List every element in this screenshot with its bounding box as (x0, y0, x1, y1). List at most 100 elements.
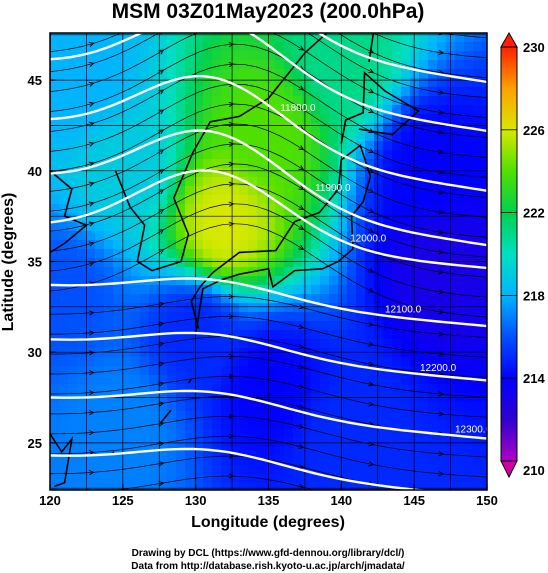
heatmap-cell (374, 294, 384, 304)
heatmap-cell (194, 51, 204, 61)
streamline-arrow (158, 169, 165, 175)
heatmap-cell (122, 420, 132, 430)
heatmap-cell (104, 456, 114, 466)
heatmap-cell (230, 150, 240, 160)
heatmap-cell (374, 159, 384, 169)
heatmap-cell (410, 105, 420, 115)
heatmap-cell (86, 213, 96, 223)
heatmap-cell (77, 78, 87, 88)
heatmap-cell (203, 168, 213, 178)
heatmap-cell (338, 366, 348, 376)
heatmap-cell (230, 276, 240, 286)
streamline-arrow (298, 85, 305, 91)
heatmap-cell (383, 78, 393, 88)
heatmap-cell (122, 429, 132, 439)
heatmap-cell (140, 150, 150, 160)
heatmap-cell (455, 402, 465, 412)
heatmap-cell (257, 204, 267, 214)
heatmap-cell (302, 267, 312, 277)
heatmap-cell (401, 483, 411, 490)
heatmap-cell (122, 78, 132, 88)
heatmap-cell (311, 456, 321, 466)
heatmap-cell (167, 87, 177, 97)
heatmap-cell (455, 114, 465, 124)
heatmap-cell (221, 87, 231, 97)
heatmap-cell (347, 321, 357, 331)
heatmap-cell (257, 330, 267, 340)
heatmap-cell (473, 42, 483, 52)
heatmap-cell (221, 51, 231, 61)
heatmap-cell (437, 294, 447, 304)
heatmap-cell (140, 78, 150, 88)
heatmap-cell (320, 411, 330, 421)
heatmap-cell (347, 114, 357, 124)
heatmap-cell (131, 384, 141, 394)
heatmap-cell (176, 132, 186, 142)
heatmap-cell (410, 402, 420, 412)
heatmap-cell (86, 321, 96, 331)
heatmap-cell (401, 69, 411, 79)
heatmap-cell (257, 87, 267, 97)
heatmap-cell (419, 249, 429, 259)
heatmap-cell (473, 33, 483, 43)
heatmap-cell (275, 114, 285, 124)
heatmap-cell (113, 312, 123, 322)
heatmap-cell (392, 42, 402, 52)
heatmap-cell (176, 141, 186, 151)
streamline-arrow (228, 313, 235, 320)
heatmap-cell (185, 429, 195, 439)
heatmap-cell (194, 168, 204, 178)
heatmap-cell (437, 249, 447, 259)
heatmap-cell (221, 186, 231, 196)
heatmap-cell (365, 312, 375, 322)
heatmap-cell (194, 294, 204, 304)
heatmap-cell (374, 285, 384, 295)
heatmap-cell (167, 132, 177, 142)
heatmap-cell (113, 384, 123, 394)
heatmap-cell (356, 42, 366, 52)
heatmap-cell (392, 240, 402, 250)
heatmap-cell (257, 213, 267, 223)
heatmap-cell (122, 114, 132, 124)
heatmap-cell (482, 123, 487, 133)
x-tick-label: 130 (185, 493, 207, 508)
heatmap-cell (158, 411, 168, 421)
heatmap-cell (257, 159, 267, 169)
heatmap-cell (311, 429, 321, 439)
streamline-arrow (438, 209, 445, 215)
heatmap-cell (437, 447, 447, 457)
heatmap-cell (428, 96, 438, 106)
heatmap-cell (374, 330, 384, 340)
heatmap-cell (356, 249, 366, 259)
heatmap-cell (59, 294, 69, 304)
heatmap-cell (77, 348, 87, 358)
heatmap-cell (275, 141, 285, 151)
heatmap-cell (428, 222, 438, 232)
heatmap-cell (86, 312, 96, 322)
streamline (50, 356, 487, 398)
heatmap-cell (221, 231, 231, 241)
heatmap-cell (140, 483, 150, 490)
heatmap-cell (437, 141, 447, 151)
heatmap-cell (221, 411, 231, 421)
heatmap-cell (464, 114, 474, 124)
height-contour (50, 33, 487, 133)
heatmap-cell (176, 285, 186, 295)
heatmap-cell (203, 348, 213, 358)
heatmap-cell (284, 357, 294, 367)
heatmap-cell (473, 204, 483, 214)
heatmap-cell (122, 240, 132, 250)
heatmap-cell (482, 132, 487, 142)
heatmap-cell (320, 51, 330, 61)
heatmap-cell (203, 141, 213, 151)
streamline-arrow (88, 449, 95, 456)
heatmap-cell (320, 483, 330, 490)
heatmap-cell (113, 78, 123, 88)
heatmap-cell (248, 150, 258, 160)
heatmap-cell (176, 78, 186, 88)
heatmap-cell (212, 87, 222, 97)
heatmap-cell (365, 132, 375, 142)
streamline (50, 143, 487, 238)
heatmap-cell (320, 87, 330, 97)
heatmap-cell (437, 60, 447, 70)
